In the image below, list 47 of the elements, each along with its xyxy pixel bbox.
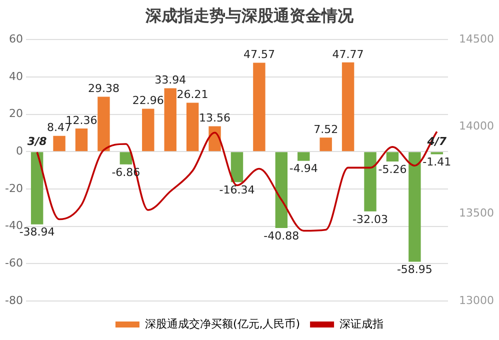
- y2-tick-label: 14000: [459, 120, 494, 133]
- x-tick-label: 3/8: [27, 134, 48, 148]
- data-label: 26.21: [176, 88, 208, 102]
- data-label: 13.56: [199, 112, 231, 125]
- bar: [98, 96, 110, 152]
- bar: [142, 108, 154, 152]
- y-tick-label: 0: [16, 144, 23, 158]
- data-label: -32.03: [352, 212, 388, 226]
- bar: [186, 102, 199, 152]
- bar: [30, 152, 44, 224]
- data-label: -40.88: [264, 229, 300, 242]
- y-tick-label: -60: [5, 256, 23, 270]
- data-label: -58.95: [396, 263, 432, 276]
- y-tick-label: 60: [8, 32, 23, 46]
- bar: [298, 152, 310, 161]
- bar: [164, 88, 176, 152]
- bar: [320, 138, 332, 152]
- legend-label: 深股通成交净买额(亿元,人民币): [144, 317, 300, 330]
- data-label: 47.57: [243, 48, 275, 62]
- data-label: 22.96: [132, 94, 164, 108]
- bar: [75, 128, 88, 152]
- data-label: 29.38: [88, 82, 120, 96]
- data-label: -16.34: [219, 183, 255, 196]
- data-label: -5.26: [378, 162, 407, 176]
- bar: [364, 152, 376, 212]
- chart-title: 深成指走势与深股通资金情况: [144, 5, 354, 27]
- bar: [230, 152, 244, 182]
- legend-label: 深证成指: [340, 317, 384, 330]
- y2-tick-label: 14500: [459, 32, 494, 46]
- bar: [53, 136, 66, 152]
- y-tick-label: -80: [5, 294, 23, 307]
- data-label: 47.77: [332, 48, 364, 61]
- y2-tick-label: 13000: [459, 294, 494, 307]
- bar: [275, 152, 288, 228]
- y-tick-label: 20: [8, 107, 23, 120]
- bar: [253, 62, 266, 152]
- data-label: -1.41: [422, 156, 452, 169]
- bar: [120, 152, 132, 164]
- y2-tick-label: 13500: [459, 206, 494, 220]
- data-label: 7.52: [314, 122, 338, 136]
- data-label: 33.94: [154, 74, 186, 87]
- y-tick-label: 40: [8, 70, 23, 83]
- y-tick-label: -20: [5, 182, 23, 195]
- data-label: -4.94: [289, 162, 318, 176]
- bar: [342, 62, 354, 152]
- bar: [408, 152, 421, 262]
- bar: [386, 152, 399, 162]
